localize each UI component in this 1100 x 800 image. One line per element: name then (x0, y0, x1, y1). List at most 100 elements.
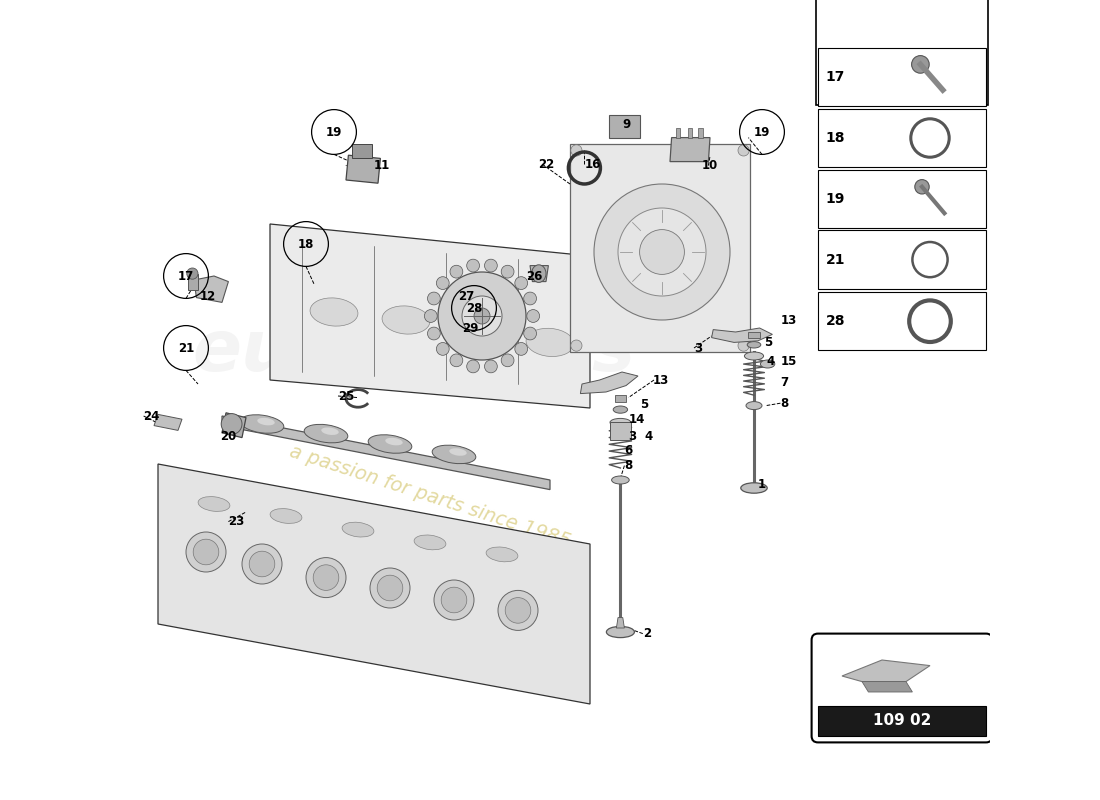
Circle shape (527, 310, 540, 322)
Text: 8: 8 (780, 397, 789, 410)
Polygon shape (194, 276, 229, 302)
Text: 21: 21 (178, 342, 194, 354)
Circle shape (314, 565, 339, 590)
Bar (748, 332, 760, 338)
Circle shape (515, 342, 528, 355)
Bar (615, 395, 626, 402)
Circle shape (738, 145, 749, 156)
Text: 27: 27 (458, 290, 474, 302)
FancyBboxPatch shape (812, 634, 992, 742)
Ellipse shape (449, 448, 466, 456)
Ellipse shape (321, 427, 339, 435)
Polygon shape (270, 224, 590, 408)
Circle shape (912, 56, 930, 73)
Ellipse shape (382, 306, 430, 334)
Ellipse shape (745, 352, 763, 360)
Text: 28: 28 (465, 302, 482, 314)
Text: 29: 29 (462, 322, 478, 334)
Text: 2: 2 (642, 627, 651, 640)
Ellipse shape (271, 509, 301, 523)
Polygon shape (581, 372, 638, 394)
Bar (609, 115, 639, 138)
Circle shape (466, 259, 480, 272)
Circle shape (434, 580, 474, 620)
Polygon shape (222, 413, 246, 438)
Circle shape (438, 272, 526, 360)
Circle shape (618, 208, 706, 296)
Text: 10: 10 (702, 159, 718, 172)
Ellipse shape (257, 418, 275, 426)
Bar (816, 0, 988, 105)
Polygon shape (222, 416, 550, 490)
Circle shape (466, 360, 480, 373)
Circle shape (738, 340, 749, 351)
Circle shape (441, 587, 466, 613)
Circle shape (250, 551, 275, 577)
Text: 18: 18 (298, 238, 315, 250)
Circle shape (594, 184, 730, 320)
Text: 5: 5 (764, 336, 772, 349)
Polygon shape (346, 155, 381, 183)
Bar (818, 706, 986, 736)
Text: 19: 19 (754, 126, 770, 138)
Text: 9: 9 (621, 118, 630, 130)
Ellipse shape (240, 414, 284, 434)
Circle shape (502, 266, 514, 278)
Ellipse shape (198, 497, 230, 511)
Circle shape (428, 292, 440, 305)
Text: 7: 7 (780, 376, 789, 389)
Text: 8: 8 (625, 459, 632, 472)
Polygon shape (570, 144, 750, 352)
Text: 11: 11 (374, 159, 390, 172)
Polygon shape (842, 660, 930, 682)
Circle shape (242, 544, 282, 584)
Circle shape (450, 354, 463, 366)
Circle shape (505, 598, 531, 623)
Polygon shape (154, 414, 182, 430)
Circle shape (194, 539, 219, 565)
Bar (818, 230, 986, 289)
Ellipse shape (385, 438, 403, 446)
Ellipse shape (486, 547, 518, 562)
Polygon shape (530, 266, 549, 282)
Ellipse shape (368, 434, 411, 454)
Ellipse shape (526, 328, 574, 357)
Text: 4: 4 (645, 430, 652, 442)
Circle shape (484, 259, 497, 272)
Circle shape (498, 590, 538, 630)
Text: a passion for parts since 1985: a passion for parts since 1985 (287, 442, 573, 550)
Text: 24: 24 (144, 410, 159, 422)
Text: 23: 23 (229, 515, 244, 528)
Text: 15: 15 (780, 355, 796, 368)
Bar (675, 128, 681, 138)
Text: 1: 1 (758, 478, 766, 490)
Ellipse shape (342, 522, 374, 537)
Text: 12: 12 (199, 290, 216, 302)
Text: 14: 14 (628, 413, 645, 426)
Text: 21: 21 (826, 253, 846, 266)
Ellipse shape (454, 318, 502, 346)
Bar (188, 274, 198, 290)
Circle shape (474, 308, 490, 324)
Bar (352, 144, 373, 158)
Ellipse shape (305, 424, 348, 443)
Polygon shape (158, 464, 590, 704)
Ellipse shape (613, 406, 628, 414)
Ellipse shape (531, 265, 546, 282)
Bar (818, 109, 986, 167)
Circle shape (450, 266, 463, 278)
Text: 109 02: 109 02 (872, 714, 932, 728)
Text: 4: 4 (766, 355, 774, 368)
Text: eurosports: eurosports (192, 318, 636, 386)
Circle shape (462, 296, 502, 336)
Circle shape (377, 575, 403, 601)
Bar (610, 422, 630, 440)
Ellipse shape (747, 342, 761, 348)
Ellipse shape (432, 445, 476, 464)
Ellipse shape (612, 476, 629, 484)
Text: 18: 18 (826, 131, 846, 145)
Polygon shape (616, 618, 625, 628)
Circle shape (639, 230, 684, 274)
Bar (688, 128, 692, 138)
Text: 3: 3 (694, 342, 702, 354)
